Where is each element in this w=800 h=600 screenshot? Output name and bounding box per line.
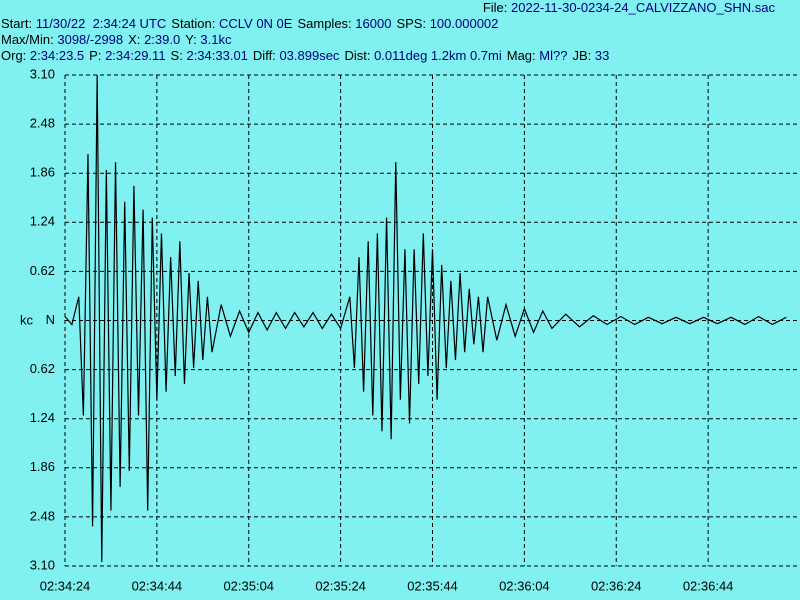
y-tick-label: 1.86 [30,165,55,180]
x-tick-label: 02:34:44 [132,578,183,593]
x-tick-label: 02:35:24 [315,578,366,593]
x-tick-label: 02:35:04 [223,578,274,593]
y-tick-label: N [46,312,55,327]
info-line: Max/Min: 3098/-2998 X: 2:39.0 Y: 3.1kc [0,32,800,48]
field-label: Org: [1,48,27,63]
field-value: 2:39.0 [144,32,181,47]
field-value: CCLV 0N 0E [219,16,293,31]
field-value: 03.899sec [279,48,340,63]
field-value: 3.1kc [200,32,232,47]
field-label: Station: [171,16,216,31]
x-tick-label: 02:36:24 [591,578,642,593]
field-label: Max/Min: [1,32,54,47]
field-value: Ml?? [539,48,568,63]
field-label: X: [128,32,141,47]
y-tick-label: 2.48 [30,508,55,523]
y-tick-label: 0.62 [30,263,55,278]
field-label: JB: [572,48,592,63]
field-label: Start: [1,16,33,31]
field-value: 100.000002 [429,16,499,31]
y-tick-label: 3.10 [30,66,55,81]
info-line: Org: 2:34:23.5 P: 2:34:29.11 S: 2:34:33.01… [0,48,800,64]
field-value: 3098/-2998 [57,32,124,47]
field-label: Dist: [344,48,371,63]
y-tick-label: 1.24 [30,410,55,425]
x-tick-label: 02:36:44 [683,578,734,593]
field-label: S: [170,48,183,63]
x-tick-label: 02:34:24 [40,578,91,593]
field-label: Diff: [252,48,276,63]
field-label: Y: [185,32,197,47]
x-tick-label: 02:35:44 [407,578,458,593]
field-label: Mag: [506,48,536,63]
field-value: 33 [594,48,610,63]
y-tick-label: 1.24 [30,214,55,229]
file-line: File: 2022-11-30-0234-24_CALVIZZANO_SHN.… [0,0,800,16]
x-tick-label: 02:36:04 [499,578,550,593]
field-label: P: [89,48,102,63]
y-tick-label: 3.10 [30,557,55,572]
field-value: 2:34:23.5 [29,48,85,63]
y-tick-label: 2.48 [30,116,55,131]
y-axis-label: kc [20,312,34,327]
y-tick-label: 1.86 [30,459,55,474]
header: File: 2022-11-30-0234-24_CALVIZZANO_SHN.… [0,0,800,64]
field-label: Samples: [297,16,352,31]
y-tick-label: 0.62 [30,361,55,376]
field-label: SPS: [396,16,427,31]
field-value: 0.011deg 1.2km 0.7mi [374,48,502,63]
field-value: 2022-11-30-0234-24_CALVIZZANO_SHN.sac [511,0,775,15]
waveform [64,74,787,563]
field-value: 2:34:29.11 [105,48,166,63]
field-label: File: [482,0,508,15]
field-value: 16000 [355,16,392,31]
field-value: 11/30/22 2:34:24 UTC [35,16,167,31]
field-value: 2:34:33.01 [186,48,248,63]
info-line: Start: 11/30/22 2:34:24 UTC Station: CCLV… [0,16,800,32]
